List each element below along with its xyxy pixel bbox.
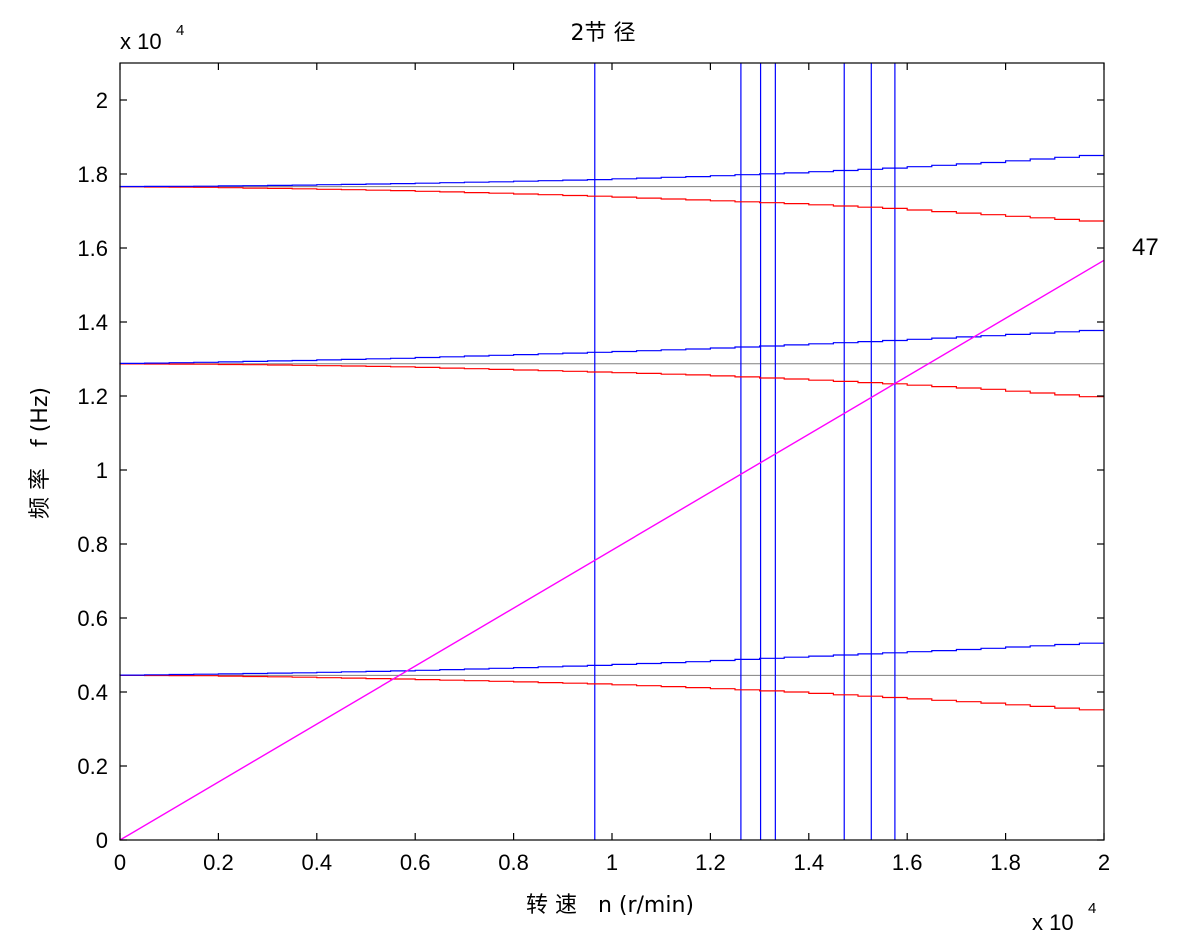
backward-whirl-mode-2 — [119, 363, 1104, 398]
x-tick-label: 1.2 — [695, 850, 726, 875]
y-tick-label: 1.4 — [77, 310, 108, 335]
plot-area — [120, 63, 1104, 840]
x-tick-label: 1.6 — [892, 850, 923, 875]
forward-whirl-mode-2 — [119, 329, 1104, 364]
forward-whirl-mode-3 — [119, 154, 1104, 188]
x-tick-label: 0.2 — [203, 850, 234, 875]
y-tick-label: 0.2 — [77, 754, 108, 779]
x-tick-label: 0.6 — [400, 850, 431, 875]
y-tick-label: 1.8 — [77, 162, 108, 187]
x-tick-label: 1.8 — [990, 850, 1021, 875]
ticks-layer: 0 0.2 0.4 0.6 0.8 1 1.2 1.4 1.6 1.8 2 0 0.2 0.4 0.6 0.8… — [77, 63, 1110, 875]
x-tick-label: 0.8 — [498, 850, 529, 875]
x-tick-label: 1 — [606, 850, 618, 875]
y-tick-label: 0.8 — [77, 532, 108, 557]
excitation-order-line — [119, 259, 1105, 841]
y-tick-label: 0 — [96, 828, 108, 853]
y-tick-label: 0.4 — [77, 680, 108, 705]
x-tick-label: 1.4 — [794, 850, 825, 875]
excitation-line-label: 47 — [1132, 234, 1159, 261]
x-tick-label: 0 — [114, 850, 126, 875]
y-multiplier: x 10 — [120, 29, 162, 54]
backward-whirl-mode-3 — [119, 186, 1104, 222]
forward-whirl-mode-1 — [119, 642, 1104, 676]
x-axis-label: 转 速 n (r/min) — [526, 893, 694, 918]
y-tick-label: 1.6 — [77, 236, 108, 261]
y-tick-label: 1 — [96, 458, 108, 483]
reference-lines — [120, 186, 1104, 676]
series-layer — [119, 63, 1105, 841]
x-tick-label: 2 — [1098, 850, 1110, 875]
backward-whirl-mode-1 — [120, 674, 1104, 711]
y-axis-label: 频 率 f (Hz) — [28, 387, 53, 519]
y-exponent: 4 — [176, 22, 184, 39]
x-tick-label: 0.4 — [302, 850, 333, 875]
chart-title: 2节 径 — [571, 21, 636, 46]
x-multiplier: x 10 — [1032, 910, 1074, 935]
y-tick-label: 0.6 — [77, 606, 108, 631]
y-tick-label: 1.2 — [77, 384, 108, 409]
y-tick-label: 2 — [96, 88, 108, 113]
x-exponent: 4 — [1088, 900, 1096, 917]
